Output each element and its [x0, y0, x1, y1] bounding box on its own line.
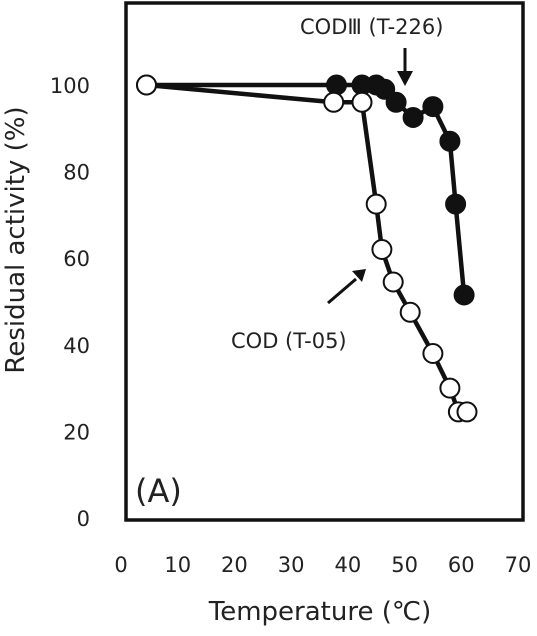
x-tick-label: 40 [334, 553, 361, 577]
y-tick-label: 60 [63, 247, 90, 271]
filled-marker-point [439, 130, 461, 152]
filled-marker-point [385, 91, 407, 113]
arrow-cod-shaft [327, 277, 357, 305]
filled-marker-point [402, 107, 424, 128]
open-marker-point [136, 74, 157, 96]
panel-label: (A) [135, 472, 182, 510]
arrow-cod [327, 269, 366, 305]
y-tick-label: 100 [50, 74, 90, 98]
filled-marker-point [445, 193, 467, 215]
y-tick-label: 20 [63, 420, 90, 444]
arrow-cod-head [352, 269, 366, 282]
arrow-cod3 [397, 48, 413, 86]
open-marker-point [351, 91, 373, 113]
x-tick-label: 50 [391, 553, 418, 577]
plot-frame [124, 1, 525, 522]
filled-marker-point [422, 96, 444, 118]
open-marker-point [323, 91, 345, 113]
open-marker-point [399, 301, 421, 323]
x-tick-label: 70 [505, 553, 532, 577]
y-axis-ticks: 0 20 40 60 80 100 [50, 74, 90, 531]
x-tick-label: 30 [278, 553, 305, 577]
annotation-cod: COD (T-05) [231, 329, 347, 353]
x-tick-label: 0 [114, 553, 127, 577]
arrow-cod3-head [397, 71, 413, 86]
filled-marker-point [326, 74, 347, 96]
open-marker-point [365, 193, 387, 215]
open-marker-point [382, 271, 404, 293]
x-axis-title: Temperature (℃) [208, 597, 431, 627]
open-marker-point [456, 401, 478, 423]
filled-marker-point [453, 284, 475, 306]
series-lines [144, 82, 470, 415]
open-marker-point [422, 343, 444, 364]
series-line-1 [144, 82, 470, 415]
y-tick-label: 40 [63, 334, 90, 358]
x-tick-label: 60 [448, 553, 475, 577]
y-tick-label: 0 [77, 507, 90, 531]
x-tick-label: 20 [221, 553, 248, 577]
series-markers [136, 74, 478, 423]
y-tick-label: 80 [63, 161, 90, 185]
filled-marker-point [374, 78, 396, 100]
open-marker-point [439, 377, 461, 399]
series-layer [136, 74, 478, 423]
y-axis-title: Residual activity (%) [1, 106, 31, 373]
annotation-cod3: CODⅢ (T-226) [300, 15, 443, 39]
x-axis-ticks: 0 10 20 30 40 50 60 70 [114, 553, 531, 577]
x-tick-label: 10 [164, 553, 191, 577]
open-marker-point [371, 239, 393, 260]
